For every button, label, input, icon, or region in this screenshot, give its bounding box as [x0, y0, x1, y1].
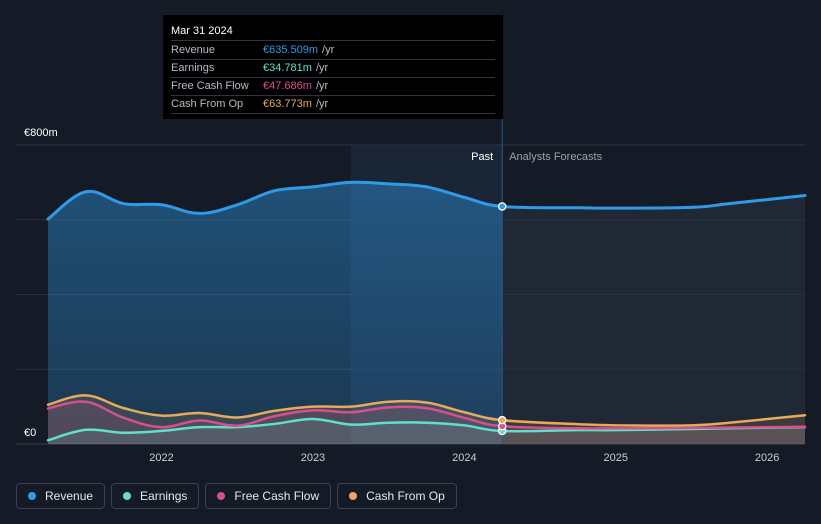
free-cash-flow-line	[46, 400, 807, 430]
legend-item-free-cash-flow[interactable]: Free Cash Flow	[205, 483, 332, 509]
legend-label: Free Cash Flow	[234, 489, 320, 503]
revenue-line	[46, 180, 807, 221]
earnings-area	[48, 418, 805, 444]
revenue-area-forecast	[502, 195, 805, 444]
tooltip-label: Earnings	[171, 62, 215, 74]
legend-label: Earnings	[140, 489, 188, 503]
x-tick-label: 2023	[301, 452, 325, 464]
tooltip-row-revenue: Revenue €635.509m /yr	[171, 42, 495, 60]
x-tick-label: 2025	[604, 452, 628, 464]
x-tick-label: 2026	[755, 452, 779, 464]
revenue-marker	[497, 202, 507, 211]
cash-from-op-area	[48, 395, 805, 444]
series-lines	[46, 180, 807, 442]
axis-labels: €800m €0 2022 2023 2024 2025 2026	[24, 127, 779, 464]
tooltip-value: €47.686m	[263, 80, 312, 92]
tooltip-label: Free Cash Flow	[171, 80, 249, 92]
legend-item-earnings[interactable]: Earnings	[111, 483, 200, 509]
x-tick-label: 2022	[149, 452, 173, 464]
tooltip-row-earnings: Earnings €34.781m /yr	[171, 60, 495, 78]
legend-label: Revenue	[45, 489, 94, 503]
legend-dot-icon	[28, 492, 36, 500]
legend-item-revenue[interactable]: Revenue	[16, 483, 106, 509]
y-axis-label-bottom: €0	[24, 427, 36, 439]
cash-from-op-marker	[497, 415, 507, 425]
past-label: Past	[471, 151, 493, 163]
x-tick-label: 2024	[452, 452, 476, 464]
y-axis-label-top: €800m	[24, 127, 58, 139]
tooltip-value: €34.781m	[263, 62, 312, 74]
tooltip-row-free-cash-flow: Free Cash Flow €47.686m /yr	[171, 78, 495, 96]
cash-from-op-line	[46, 394, 807, 427]
tooltip-value: €63.773m	[263, 98, 312, 110]
tooltip-row-cash-from-op: Cash From Op €63.773m /yr	[171, 96, 495, 114]
forecast-label: Analysts Forecasts	[509, 151, 602, 163]
legend-dot-icon	[217, 492, 226, 500]
legend: Revenue Earnings Free Cash Flow Cash Fro…	[16, 483, 457, 509]
tooltip-unit: /yr	[315, 62, 329, 74]
legend-label: Cash From Op	[366, 489, 445, 503]
tooltip-value: €635.509m	[263, 44, 319, 56]
tooltip-unit: /yr	[322, 44, 335, 56]
legend-item-cash-from-op[interactable]: Cash From Op	[337, 483, 457, 509]
tooltip-unit: /yr	[315, 98, 329, 110]
tooltip-label: Revenue	[171, 44, 216, 56]
tooltip-unit: /yr	[315, 80, 329, 92]
series-areas	[48, 182, 805, 444]
revenue-area-past	[48, 182, 503, 444]
tooltip-date: Mar 31 2024	[171, 23, 495, 41]
hover-markers	[497, 202, 507, 436]
legend-dot-icon	[123, 492, 132, 500]
tooltip: Mar 31 2024 Revenue €635.509m /yr Earnin…	[163, 15, 503, 119]
legend-dot-icon	[349, 492, 358, 500]
tooltip-label: Cash From Op	[171, 98, 244, 110]
earnings-line	[46, 417, 807, 442]
